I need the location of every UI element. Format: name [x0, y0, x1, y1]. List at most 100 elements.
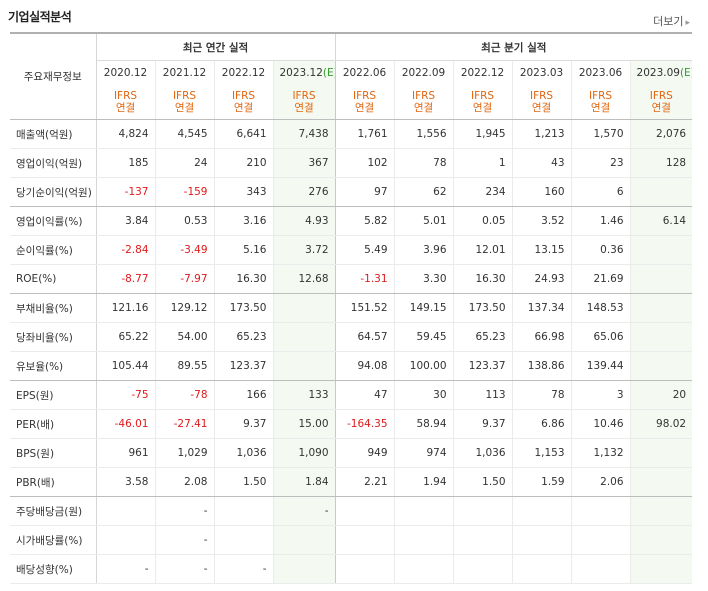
quarter-group-header: 최근 분기 실적 [335, 32, 693, 61]
period-header: 2022.09 [394, 60, 454, 85]
table-row: 시가배당률(%) - [10, 525, 693, 555]
table-cell: -3.49 [155, 235, 215, 265]
period-label: 2023.03 [519, 67, 564, 79]
table-cell: 128 [630, 148, 693, 178]
period-label: 2021.12 [162, 67, 207, 79]
table-cell [630, 467, 693, 497]
table-cell: -8.77 [96, 264, 156, 294]
table-cell: -2.84 [96, 235, 156, 265]
table-row: PBR(배) 3.58 2.08 1.50 1.84 2.21 1.94 1.50 1.59 2.… [10, 467, 693, 497]
table-cell: 24 [155, 148, 215, 178]
table-cell: - [273, 496, 336, 526]
period-header: 2023.12(E) [273, 60, 336, 85]
period-label: 2023.09 [636, 67, 680, 79]
table-cell: 2.21 [335, 467, 395, 497]
table-cell: 6.14 [630, 206, 693, 236]
table-cell: 1,570 [571, 119, 631, 149]
table-cell [335, 496, 395, 526]
row-label: 매출액(억원) [10, 119, 97, 149]
row-label: BPS(원) [10, 438, 97, 468]
table-cell: 3.96 [394, 235, 454, 265]
table-cell: 64.57 [335, 322, 395, 352]
row-label: 순이익률(%) [10, 235, 97, 265]
more-link[interactable]: 더보기 ▸ [653, 13, 690, 29]
table-cell [453, 496, 513, 526]
row-label: 영업이익률(%) [10, 206, 97, 236]
section-title: 기업실적분석 [8, 10, 72, 24]
table-cell: 100.00 [394, 351, 454, 381]
table-cell: 1.50 [214, 467, 274, 497]
table-cell [571, 525, 631, 555]
ifrs-header: IFRS 연결 [394, 85, 454, 120]
table-cell [571, 496, 631, 526]
table-cell: -1.31 [335, 264, 395, 294]
row-label: EPS(원) [10, 380, 97, 410]
table-row: BPS(원) 961 1,029 1,036 1,090 949 974 1,036 1,153… [10, 438, 693, 468]
table-cell: 16.30 [453, 264, 513, 294]
table-cell [273, 322, 336, 352]
consolidated-label: 연결 [651, 102, 671, 114]
table-cell [214, 525, 274, 555]
ifrs-label: IFRS [411, 90, 436, 102]
table-cell: 4.93 [273, 206, 336, 236]
table-cell: 20 [630, 380, 693, 410]
period-label: 2022.09 [401, 67, 446, 79]
table-cell: 166 [214, 380, 274, 410]
table-cell: 5.82 [335, 206, 395, 236]
estimate-mark: (E) [322, 67, 334, 79]
table-cell: 1.94 [394, 467, 454, 497]
table-cell [630, 264, 693, 294]
table-row: ROE(%) -8.77 -7.97 16.30 12.68 -1.31 3.30 16.30… [10, 264, 693, 294]
table-row: 영업이익률(%) 3.84 0.53 3.16 4.93 5.82 5.01 0.05 3.52… [10, 206, 693, 236]
table-cell: 47 [335, 380, 395, 410]
table-cell: 0.05 [453, 206, 513, 236]
table-cell: 9.37 [214, 409, 274, 439]
table-cell: 149.15 [394, 293, 454, 323]
table-cell: 43 [512, 148, 572, 178]
row-label: ROE(%) [10, 264, 97, 294]
header-group-row: 주요재무정보 최근 연간 실적 최근 분기 실적 [10, 32, 693, 120]
table-row: 영업이익(억원) 185 24 210 367 102 78 1 43 23 128 [10, 148, 693, 178]
table-cell: 59.45 [394, 322, 454, 352]
table-cell: 151.52 [335, 293, 395, 323]
table-cell [394, 554, 454, 584]
table-cell: 16.30 [214, 264, 274, 294]
ifrs-header: IFRS 연결 [214, 85, 274, 120]
table-cell: 9.37 [453, 409, 513, 439]
annual-group-header: 최근 연간 실적 [96, 32, 336, 61]
table-cell: 23 [571, 148, 631, 178]
table-cell: 0.53 [155, 206, 215, 236]
table-cell [214, 496, 274, 526]
table-cell: 1,090 [273, 438, 336, 468]
table-cell: 1,213 [512, 119, 572, 149]
table-cell: 105.44 [96, 351, 156, 381]
table-cell: 137.34 [512, 293, 572, 323]
table-row: 주당배당금(원) - - [10, 496, 693, 526]
table-cell: -75 [96, 380, 156, 410]
row-label: 영업이익(억원) [10, 148, 97, 178]
table-cell [630, 177, 693, 207]
table-cell: 24.93 [512, 264, 572, 294]
row-label: 당기순이익(억원) [10, 177, 97, 207]
table-cell: 3.72 [273, 235, 336, 265]
table-cell: 6 [571, 177, 631, 207]
table-cell: -27.41 [155, 409, 215, 439]
table-cell [630, 438, 693, 468]
table-cell: 21.69 [571, 264, 631, 294]
table-cell [96, 496, 156, 526]
consolidated-label: 연결 [590, 102, 611, 114]
consolidated-label: 연결 [531, 102, 552, 114]
table-cell: 1,029 [155, 438, 215, 468]
table-cell: 5.01 [394, 206, 454, 236]
table-cell: 12.68 [273, 264, 336, 294]
row-label: 당좌비율(%) [10, 322, 97, 352]
table-cell: 129.12 [155, 293, 215, 323]
table-cell [630, 554, 693, 584]
ifrs-label: IFRS [588, 90, 613, 102]
ifrs-header: IFRS 연결 [453, 85, 513, 120]
table-cell [630, 293, 693, 323]
table-row: 부채비율(%) 121.16 129.12 173.50 151.52 149.15 173… [10, 293, 693, 323]
ifrs-label: IFRS [470, 90, 495, 102]
ifrs-header: IFRS 연결 [512, 85, 572, 120]
table-cell: 2,076 [630, 119, 693, 149]
